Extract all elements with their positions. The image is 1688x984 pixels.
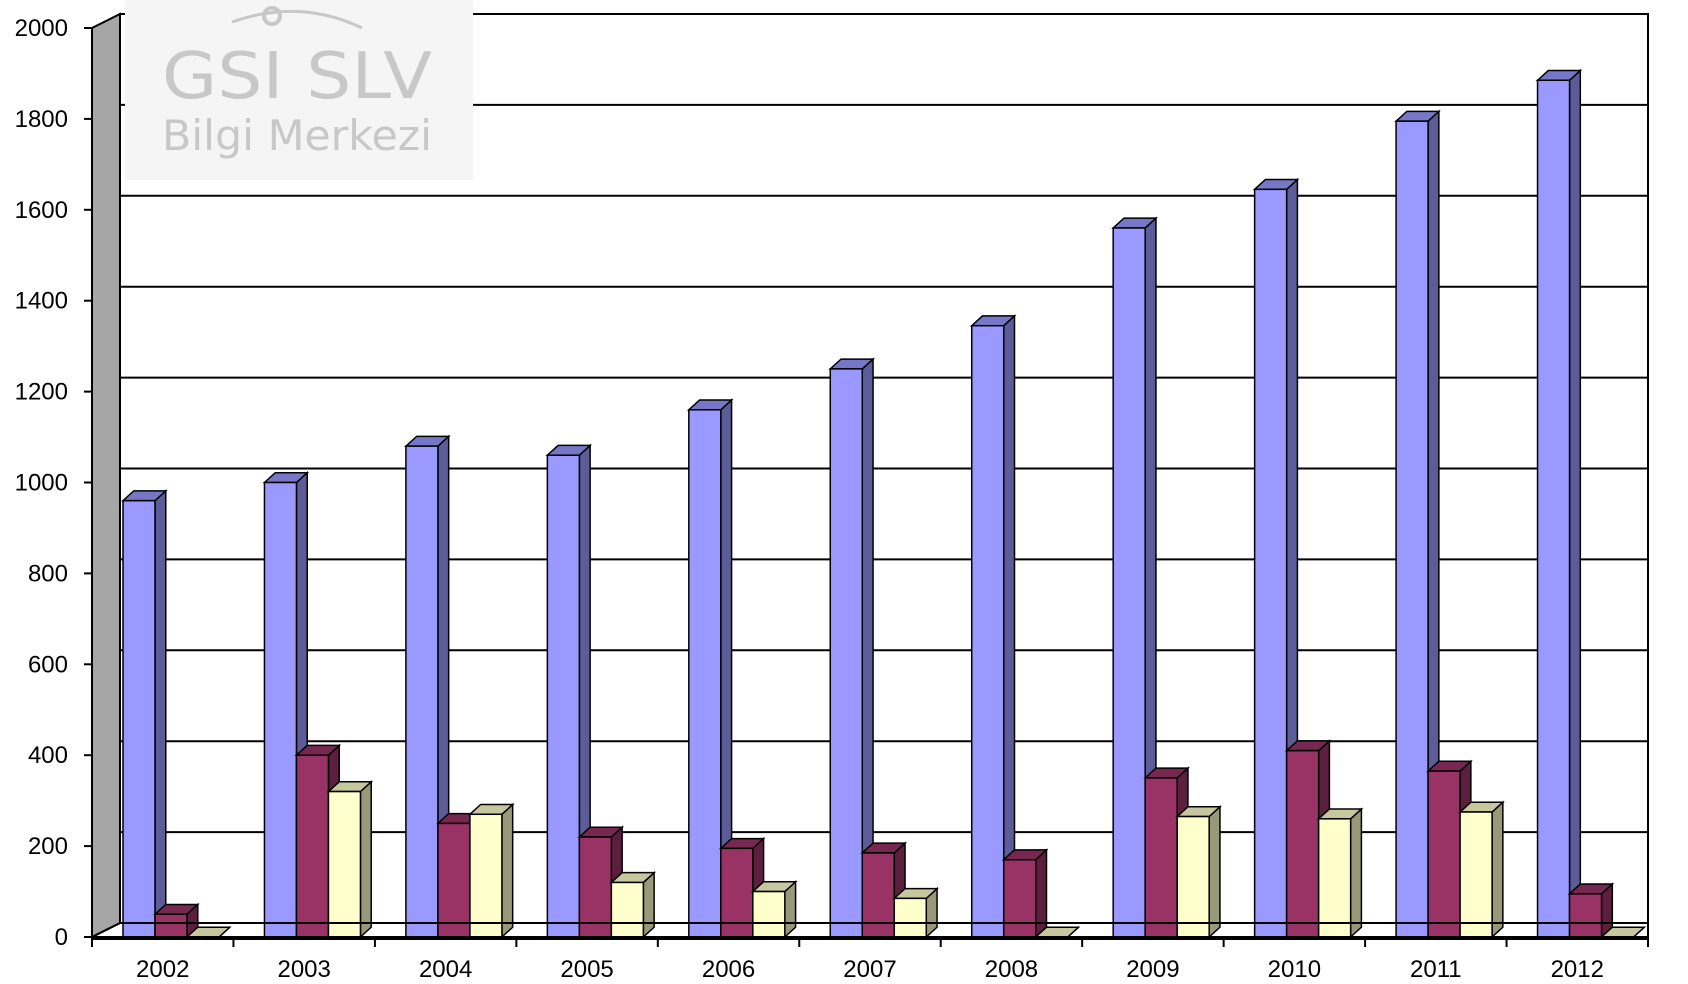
x-tick-label: 2007 — [843, 956, 896, 983]
watermark-logo: GSI SLV Bilgi Merkezi — [125, 0, 473, 180]
bar-2002-series-2 — [153, 902, 200, 939]
bar-front-face — [154, 913, 188, 938]
bar-side-face — [1491, 800, 1504, 939]
x-tick-label: 2012 — [1551, 956, 1604, 983]
bar-series-group — [121, 68, 1647, 939]
bar-2008-series-1 — [969, 314, 1017, 939]
y-axis-tick-labels: 0 200 400 600 800 1000 1200 1400 1600 1800 2000 — [15, 15, 68, 951]
bar-front-face — [752, 890, 786, 938]
bar-front-face — [546, 454, 581, 938]
bar-2002-series-1 — [121, 489, 168, 939]
side-wall-panel — [91, 12, 121, 939]
bar-front-face — [263, 481, 298, 938]
bar-side-face — [642, 870, 655, 939]
bar-front-face — [861, 852, 896, 938]
y-tick-label: 0 — [55, 924, 68, 951]
y-tick-label: 1000 — [15, 470, 68, 497]
y-tick-label: 800 — [28, 560, 68, 587]
bar-front-face — [122, 499, 156, 938]
bar-front-face — [295, 754, 330, 938]
bar-2006-series-1 — [686, 398, 734, 939]
bar-front-face — [1459, 811, 1493, 938]
bar-front-face — [1568, 893, 1603, 938]
y-tick-label: 200 — [28, 833, 68, 860]
bar-front-face — [1144, 777, 1178, 938]
bar-front-face — [437, 822, 471, 938]
bar-front-face — [1002, 858, 1037, 938]
bar-2011-series-3 — [1458, 800, 1505, 939]
bar-side-face — [1208, 805, 1221, 939]
y-tick-label: 1400 — [15, 288, 68, 315]
x-axis-tick-labels: 2002 2003 2004 2005 2006 2007 2008 2009 2010 2011… — [136, 956, 1604, 983]
bar-2008-series-2 — [1001, 848, 1049, 939]
bar-front-face — [1395, 120, 1429, 938]
y-tick-label: 1600 — [15, 197, 68, 224]
x-tick-label: 2009 — [1126, 956, 1179, 983]
bar-front-face — [1317, 818, 1352, 938]
x-tick-label: 2006 — [702, 956, 755, 983]
bar-front-face — [688, 409, 722, 938]
bar-front-face — [610, 881, 645, 938]
bar-front-face — [829, 368, 864, 938]
y-tick-label: 400 — [28, 742, 68, 769]
bar-2004-series-1 — [403, 434, 451, 939]
bar-2009-series-1 — [1111, 216, 1158, 939]
bar-side-face — [359, 780, 372, 939]
y-tick-label: 1200 — [15, 379, 68, 406]
bar-2004-series-3 — [467, 802, 515, 939]
bar-front-face — [1536, 79, 1571, 938]
bar-front-face — [893, 897, 928, 938]
bar-front-face — [1112, 227, 1146, 938]
bar-side-face — [1349, 807, 1363, 939]
watermark-background — [125, 0, 473, 180]
x-tick-label: 2005 — [560, 956, 613, 983]
chart-side-wall — [91, 12, 121, 939]
bar-side-face — [1568, 68, 1582, 939]
x-tick-label: 2003 — [277, 956, 330, 983]
bar-front-face — [469, 813, 503, 938]
x-tick-label: 2002 — [136, 956, 189, 983]
bar-2006-series-3 — [750, 880, 798, 939]
bar-front-face — [405, 445, 439, 938]
bar-front-face — [1427, 770, 1461, 938]
bar-2007-series-1 — [828, 357, 875, 939]
bar-front-face — [970, 324, 1005, 938]
x-tick-label: 2011 — [1410, 956, 1462, 983]
y-tick-label: 1800 — [15, 106, 68, 133]
x-tick-label: 2010 — [1268, 956, 1321, 983]
bar-2010-series-3 — [1316, 807, 1364, 939]
chart-floor — [91, 922, 1649, 938]
bar-2005-series-3 — [609, 870, 657, 939]
bar-2007-series-3 — [892, 886, 939, 939]
bar-2009-series-3 — [1175, 805, 1222, 939]
bar-front-face — [1253, 188, 1288, 938]
axes — [84, 27, 1649, 947]
bar-side-face — [154, 489, 167, 939]
y-tick-label: 2000 — [15, 15, 68, 42]
bar-2012-series-1 — [1535, 68, 1583, 939]
bar-front-face — [1285, 749, 1320, 938]
watermark-ring-icon — [262, 6, 282, 26]
bar-2011-series-1 — [1394, 109, 1441, 939]
bar-side-face — [501, 802, 514, 939]
bar-front-face — [1176, 815, 1210, 938]
y-tick-label: 600 — [28, 651, 68, 678]
bar-2003-series-3 — [326, 780, 374, 939]
watermark-subtitle: Bilgi Merkezi — [162, 111, 432, 160]
x-tick-label: 2004 — [419, 956, 472, 983]
bar-front-face — [327, 790, 362, 938]
bar-2012-series-2 — [1567, 882, 1615, 939]
bar-side-face — [1002, 314, 1016, 939]
watermark-swoosh-icon — [231, 9, 363, 30]
bar-2005-series-1 — [545, 443, 593, 939]
x-tick-label: 2008 — [985, 956, 1038, 983]
watermark-title: GSI SLV — [162, 40, 432, 114]
